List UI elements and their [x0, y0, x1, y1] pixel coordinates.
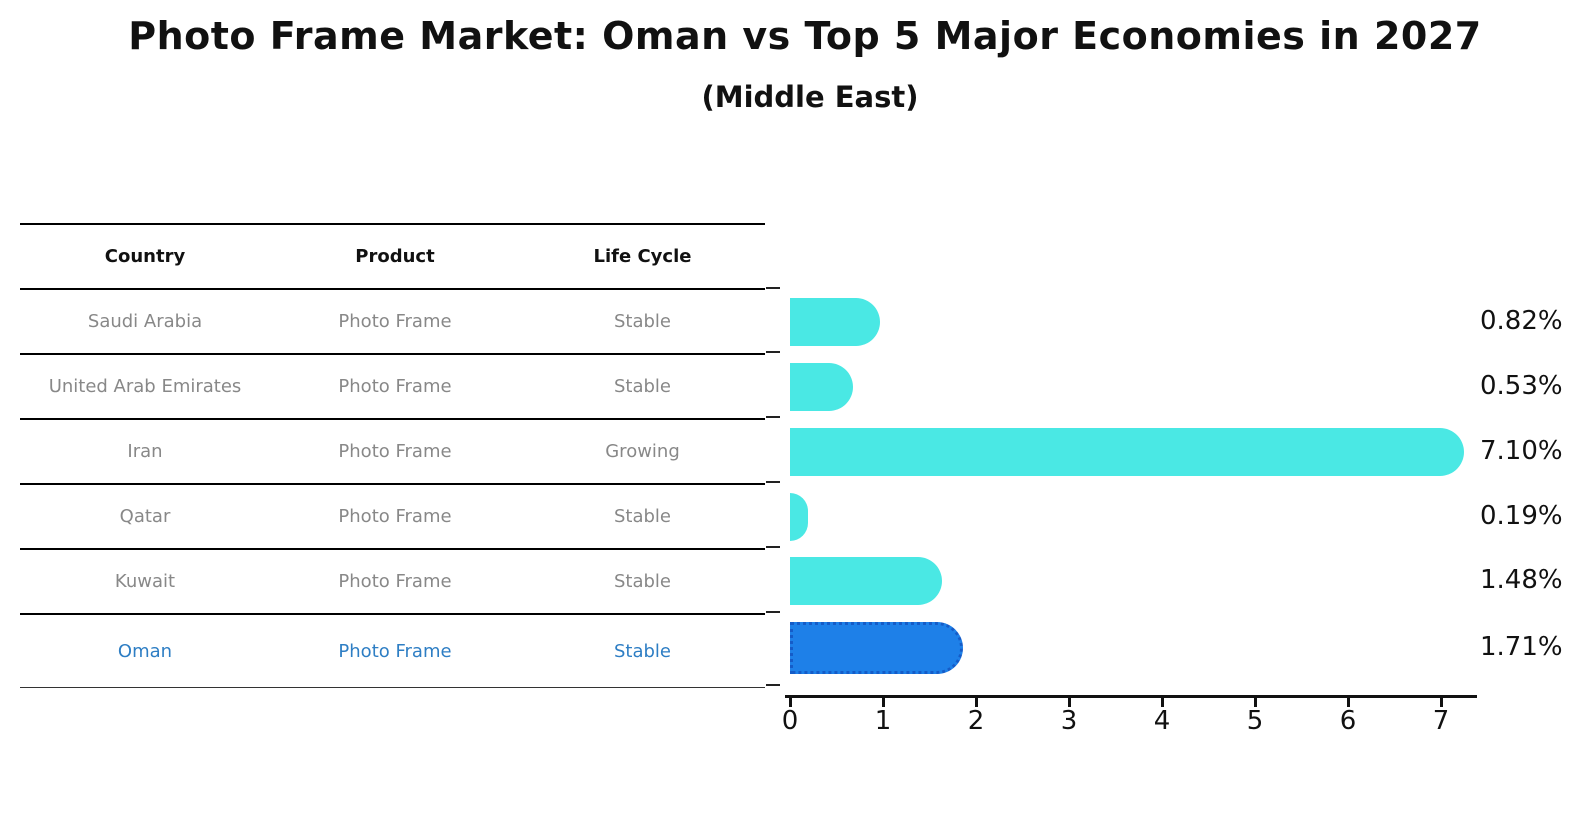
table-row: Kuwait Photo Frame Stable — [20, 550, 765, 615]
bar — [790, 298, 880, 346]
x-axis-tick-label: 4 — [1153, 706, 1171, 736]
cell-country: Oman — [117, 640, 173, 662]
chart-subtitle: (Middle East) — [701, 80, 919, 114]
x-axis-tick — [1347, 697, 1350, 707]
x-axis-tick — [1254, 697, 1257, 707]
column-header-life-cycle: Life Cycle — [593, 246, 692, 267]
x-axis-tick-label: 1 — [874, 706, 892, 736]
bar-highlight-oman — [790, 622, 963, 674]
table-header-row: Country Product Life Cycle — [20, 225, 765, 290]
x-axis-tick-label: 3 — [1060, 706, 1078, 736]
cell-country: United Arab Emirates — [48, 376, 242, 397]
cell-life-cycle: Stable — [613, 376, 671, 397]
cell-country: Saudi Arabia — [87, 311, 203, 332]
bar-value-label: 7.10% — [1480, 436, 1563, 466]
country-table: Country Product Life Cycle Saudi Arabia P… — [20, 223, 765, 688]
x-axis-tick — [975, 697, 978, 707]
y-axis-tick — [766, 611, 780, 613]
table-row: Oman Photo Frame Stable — [20, 615, 765, 688]
x-axis-tick-label: 2 — [967, 706, 985, 736]
x-axis-tick — [1161, 697, 1164, 707]
table-row: Iran Photo Frame Growing — [20, 420, 765, 485]
table-row: United Arab Emirates Photo Frame Stable — [20, 355, 765, 420]
cell-life-cycle: Stable — [613, 640, 671, 662]
y-axis-tick — [766, 351, 780, 353]
cell-product: Photo Frame — [338, 506, 452, 527]
cell-product: Photo Frame — [338, 311, 452, 332]
cell-life-cycle: Stable — [613, 571, 671, 592]
chart-title: Photo Frame Market: Oman vs Top 5 Major … — [128, 14, 1482, 58]
bar — [790, 493, 808, 541]
cell-country: Qatar — [119, 506, 171, 527]
x-axis-tick — [882, 697, 885, 707]
x-axis-line — [785, 695, 1477, 698]
table-body: Saudi Arabia Photo Frame Stable United Arab… — [20, 290, 765, 688]
bar-value-label: 0.53% — [1480, 371, 1563, 401]
cell-product: Photo Frame — [338, 571, 452, 592]
bar — [790, 428, 1464, 476]
cell-life-cycle: Growing — [605, 441, 680, 462]
column-header-country: Country — [104, 246, 186, 267]
table-row: Qatar Photo Frame Stable — [20, 485, 765, 550]
x-axis-tick — [789, 697, 792, 707]
cell-product: Photo Frame — [338, 376, 452, 397]
x-axis-tick — [1068, 697, 1071, 707]
table-row: Saudi Arabia Photo Frame Stable — [20, 290, 765, 355]
column-header-product: Product — [355, 246, 435, 267]
y-axis-tick — [766, 416, 780, 418]
x-axis-tick-label: 7 — [1432, 706, 1450, 736]
bar-value-label: 0.19% — [1480, 501, 1563, 531]
bar — [790, 363, 853, 411]
cell-product: Photo Frame — [338, 640, 452, 662]
x-axis-tick — [1440, 697, 1443, 707]
bar-value-label: 1.48% — [1480, 565, 1563, 595]
x-axis-tick-label: 6 — [1339, 706, 1357, 736]
cell-life-cycle: Stable — [613, 311, 671, 332]
x-axis-tick-label: 0 — [781, 706, 799, 736]
cell-product: Photo Frame — [338, 441, 452, 462]
cell-life-cycle: Stable — [613, 506, 671, 527]
y-axis-tick — [766, 684, 780, 686]
bar-value-label: 1.71% — [1480, 632, 1563, 662]
y-axis-tick — [766, 287, 780, 289]
cell-country: Kuwait — [114, 571, 176, 592]
bar-value-label: 0.82% — [1480, 306, 1563, 336]
bar — [790, 557, 942, 605]
y-axis-tick — [766, 481, 780, 483]
cell-country: Iran — [127, 441, 163, 462]
y-axis-tick — [766, 546, 780, 548]
x-axis-tick-label: 5 — [1246, 706, 1264, 736]
